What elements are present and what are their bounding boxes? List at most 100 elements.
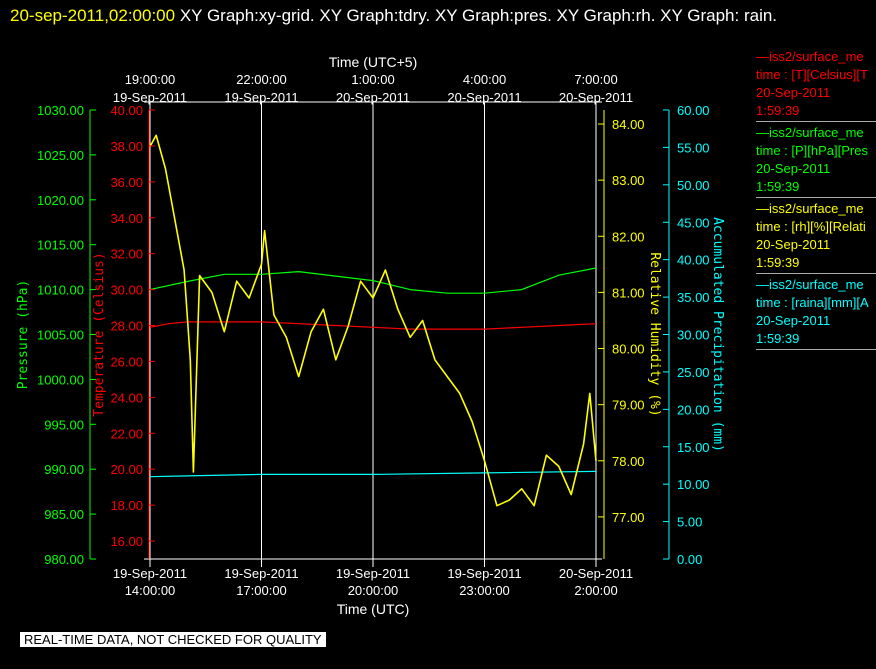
- legend-line2: time : [raina][mm][A: [756, 295, 869, 310]
- pressure-tick-2: 990.00: [44, 462, 84, 477]
- legend-line4: 1:59:39: [756, 103, 800, 118]
- legend-name: —iss2/surface_me: [756, 125, 864, 140]
- temperature-tick-8: 32.00: [110, 247, 143, 262]
- x-tick-date-0: 19-Sep-2011: [113, 566, 187, 581]
- x-tick-time-4: 2:00:00: [574, 583, 617, 598]
- x-tick-time-1: 17:00:00: [236, 583, 287, 598]
- precip-tick-5: 25.00: [677, 365, 710, 380]
- temperature-tick-12: 40.00: [110, 103, 143, 118]
- graph-header: 20-sep-2011,02:00:00 XY Graph:xy-grid. X…: [10, 2, 860, 29]
- precip-tick-9: 45.00: [677, 215, 710, 230]
- temperature-axis-title: Temperature (Celsius): [92, 252, 107, 416]
- pressure-tick-7: 1015.00: [37, 238, 84, 253]
- vertical-grid: [149, 102, 597, 567]
- humidity-tick-6: 83.00: [612, 173, 645, 188]
- temperature-tick-10: 36.00: [110, 175, 143, 190]
- x-tick-date-3: 19-Sep-2011: [447, 566, 521, 581]
- top-tick-time-3: 4:00:00: [463, 72, 506, 87]
- pressure-tick-1: 985.00: [44, 507, 84, 522]
- legend-line2: time : [T][Celsius][T: [756, 67, 868, 82]
- legend-line2: time : [rh][%][Relati: [756, 219, 866, 234]
- humidity-tick-7: 84.00: [612, 117, 645, 132]
- legend-line4: 1:59:39: [756, 179, 800, 194]
- timestamp: 20-sep-2011,02:00:00: [10, 6, 176, 25]
- temperature-tick-7: 30.00: [110, 283, 143, 298]
- temperature-series-line: [149, 321, 597, 330]
- humidity-tick-0: 77.00: [612, 510, 645, 525]
- legend-line4: 1:59:39: [756, 255, 800, 270]
- temperature-tick-4: 24.00: [110, 390, 143, 405]
- humidity-series-line: [149, 134, 597, 507]
- top-tick-time-1: 22:00:00: [236, 72, 287, 87]
- legend-name: —iss2/surface_me: [756, 49, 864, 64]
- top-tick-date-0: 19-Sep-2011: [113, 90, 187, 105]
- precip-tick-4: 20.00: [677, 402, 710, 417]
- temperature-tick-5: 26.00: [110, 354, 143, 369]
- x-axis-title: Time (UTC): [337, 601, 410, 617]
- legend: —iss2/surface_me time : [T][Celsius][T 20-…: [756, 48, 876, 352]
- top-tick-date-1: 19-Sep-2011: [224, 90, 298, 105]
- legend-line4: 1:59:39: [756, 331, 800, 346]
- top-tick-date-3: 20-Sep-2011: [447, 90, 521, 105]
- pressure-tick-8: 1020.00: [37, 193, 84, 208]
- temperature-tick-6: 28.00: [110, 319, 143, 334]
- humidity-tick-4: 81.00: [612, 285, 645, 300]
- precip-tick-7: 35.00: [677, 290, 710, 305]
- precip-axis-title: Accumulated Precipitation (mm): [710, 217, 725, 452]
- pressure-tick-4: 1000.00: [37, 372, 84, 387]
- plot-frame: [144, 101, 602, 560]
- precip-tick-10: 50.00: [677, 178, 710, 193]
- legend-line2: time : [P][hPa][Pres: [756, 143, 868, 158]
- graph-list: XY Graph:xy-grid. XY Graph:tdry. XY Grap…: [179, 6, 778, 25]
- pressure-tick-6: 1010.00: [37, 283, 84, 298]
- humidity-tick-1: 78.00: [612, 454, 645, 469]
- legend-name: —iss2/surface_me: [756, 201, 864, 216]
- precip-series-line: [149, 470, 597, 478]
- top-tick-date-2: 20-Sep-2011: [336, 90, 410, 105]
- precip-tick-11: 55.00: [677, 140, 710, 155]
- precip-tick-3: 15.00: [677, 440, 710, 455]
- top-tick-time-4: 7:00:00: [574, 72, 617, 87]
- x-tick-date-2: 19-Sep-2011: [336, 566, 410, 581]
- precip-tick-12: 60.00: [677, 103, 710, 118]
- temperature-tick-1: 18.00: [110, 498, 143, 513]
- pressure-axis-title: Pressure (hPa): [16, 280, 31, 390]
- x-tick-date-4: 20-Sep-2011: [559, 566, 633, 581]
- precip-tick-0: 0.00: [677, 552, 702, 567]
- pressure-tick-5: 1005.00: [37, 328, 84, 343]
- x-tick-time-2: 20:00:00: [348, 583, 399, 598]
- precip-tick-1: 5.00: [677, 515, 702, 530]
- legend-line3: 20-Sep-2011: [756, 85, 831, 100]
- axis-labels: 19-Sep-2011 14:00:00 19:00:00 19-Sep-2011 19…: [16, 54, 725, 617]
- top-tick-time-0: 19:00:00: [125, 72, 176, 87]
- humidity-tick-5: 82.00: [612, 229, 645, 244]
- x-tick-time-3: 23:00:00: [459, 583, 510, 598]
- top-tick-time-2: 1:00:00: [351, 72, 394, 87]
- temperature-tick-9: 34.00: [110, 211, 143, 226]
- legend-line3: 20-Sep-2011: [756, 313, 831, 328]
- series-layer: [149, 134, 597, 507]
- pressure-series-line: [149, 267, 597, 294]
- humidity-axis-title: Relative Humidity (%): [647, 252, 662, 416]
- temperature-tick-3: 22.00: [110, 426, 143, 441]
- precip-tick-6: 30.00: [677, 328, 710, 343]
- pressure-tick-0: 980.00: [44, 552, 84, 567]
- temperature-tick-0: 16.00: [110, 534, 143, 549]
- humidity-tick-2: 79.00: [612, 398, 645, 413]
- axes-layer: [89, 109, 670, 560]
- legend-line3: 20-Sep-2011: [756, 237, 831, 252]
- pressure-tick-10: 1030.00: [37, 103, 84, 118]
- top-axis-title: Time (UTC+5): [329, 54, 418, 70]
- legend-line3: 20-Sep-2011: [756, 161, 831, 176]
- x-tick-date-1: 19-Sep-2011: [224, 566, 298, 581]
- precip-tick-8: 40.00: [677, 253, 710, 268]
- temperature-tick-11: 38.00: [110, 139, 143, 154]
- pressure-tick-3: 995.00: [44, 417, 84, 432]
- legend-name: —iss2/surface_me: [756, 277, 864, 292]
- humidity-tick-3: 80.00: [612, 342, 645, 357]
